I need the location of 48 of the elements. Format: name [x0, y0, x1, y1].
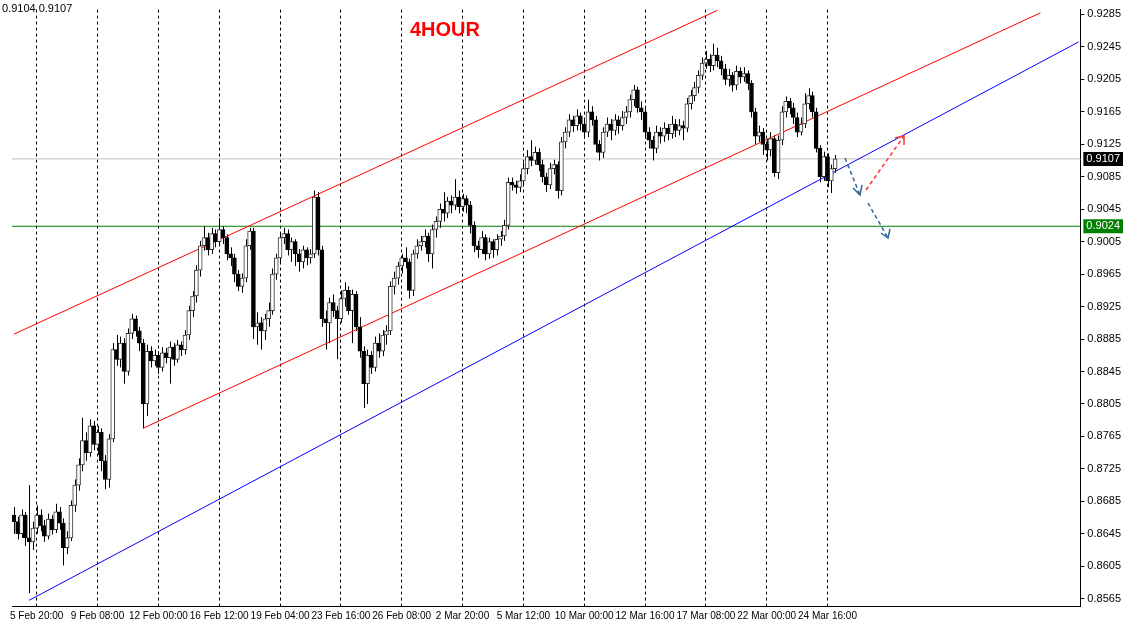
ref-line-label: 0.9107	[1086, 151, 1121, 164]
x-tick-label: 19 Feb 04:00	[250, 609, 310, 621]
x-tick-label: 5 Feb 20:00	[10, 609, 64, 621]
y-tick-label: 0.9005	[1087, 234, 1122, 247]
candlestick	[292, 238, 298, 267]
y-tick-label: 0.9045	[1087, 202, 1122, 215]
candlestick	[494, 233, 500, 256]
candlestick	[441, 191, 446, 222]
candlestick	[635, 86, 640, 114]
candlestick	[608, 118, 614, 141]
candlestick	[330, 293, 336, 318]
y-tick-label: 0.9085	[1087, 169, 1122, 182]
candlestick	[22, 511, 28, 547]
y-tick-label: 0.8765	[1087, 429, 1122, 442]
candlestick	[600, 126, 606, 159]
y-tick-label: 0.8725	[1087, 461, 1122, 474]
y-tick-label: 0.8645	[1087, 526, 1122, 539]
y-tick-label: 0.8565	[1087, 591, 1122, 604]
y-tick-label: 0.8685	[1087, 494, 1122, 507]
y-tick-label: 0.9245	[1087, 39, 1122, 52]
y-tick-label: 0.8605	[1087, 559, 1122, 572]
candlestick	[38, 508, 43, 532]
x-tick-label: 9 Feb 08:00	[70, 609, 125, 621]
x-tick-label: 10 Mar 00:00	[554, 609, 615, 621]
x-tick-label: 5 Mar 12:00	[496, 609, 551, 621]
y-tick-label: 0.9125	[1087, 137, 1122, 150]
y-tick-label: 0.8885	[1087, 332, 1122, 345]
x-tick-label: 12 Mar 16:00	[615, 609, 675, 621]
x-tick-label: 22 Mar 00:00	[737, 609, 797, 621]
x-tick-label: 23 Feb 16:00	[311, 609, 371, 621]
annotation: 0.9104 0.9107	[2, 2, 73, 14]
x-tick-label: 17 Mar 08:00	[676, 609, 736, 621]
y-tick-label: 0.8965	[1087, 267, 1122, 280]
x-tick-label: 24 Mar 16:00	[798, 609, 858, 621]
candlestick	[714, 47, 720, 68]
chart-title: 4HOUR	[410, 18, 481, 41]
y-tick-label: 0.9165	[1087, 104, 1122, 117]
ref-line-label: 0.9024	[1086, 219, 1121, 232]
y-tick-label: 0.8845	[1087, 364, 1122, 377]
y-tick-label: 0.8805	[1087, 396, 1122, 409]
x-tick-label: 12 Feb 00:00	[128, 609, 189, 621]
x-tick-label: 26 Feb 08:00	[372, 609, 432, 621]
y-tick-label: 0.9285	[1087, 7, 1122, 20]
y-tick-label: 0.8925	[1087, 299, 1122, 312]
y-tick-label: 0.9205	[1087, 72, 1122, 85]
x-tick-label: 16 Feb 12:00	[189, 609, 250, 621]
candlestick	[619, 110, 625, 131]
x-tick-label: 2 Mar 20:00	[435, 609, 490, 621]
